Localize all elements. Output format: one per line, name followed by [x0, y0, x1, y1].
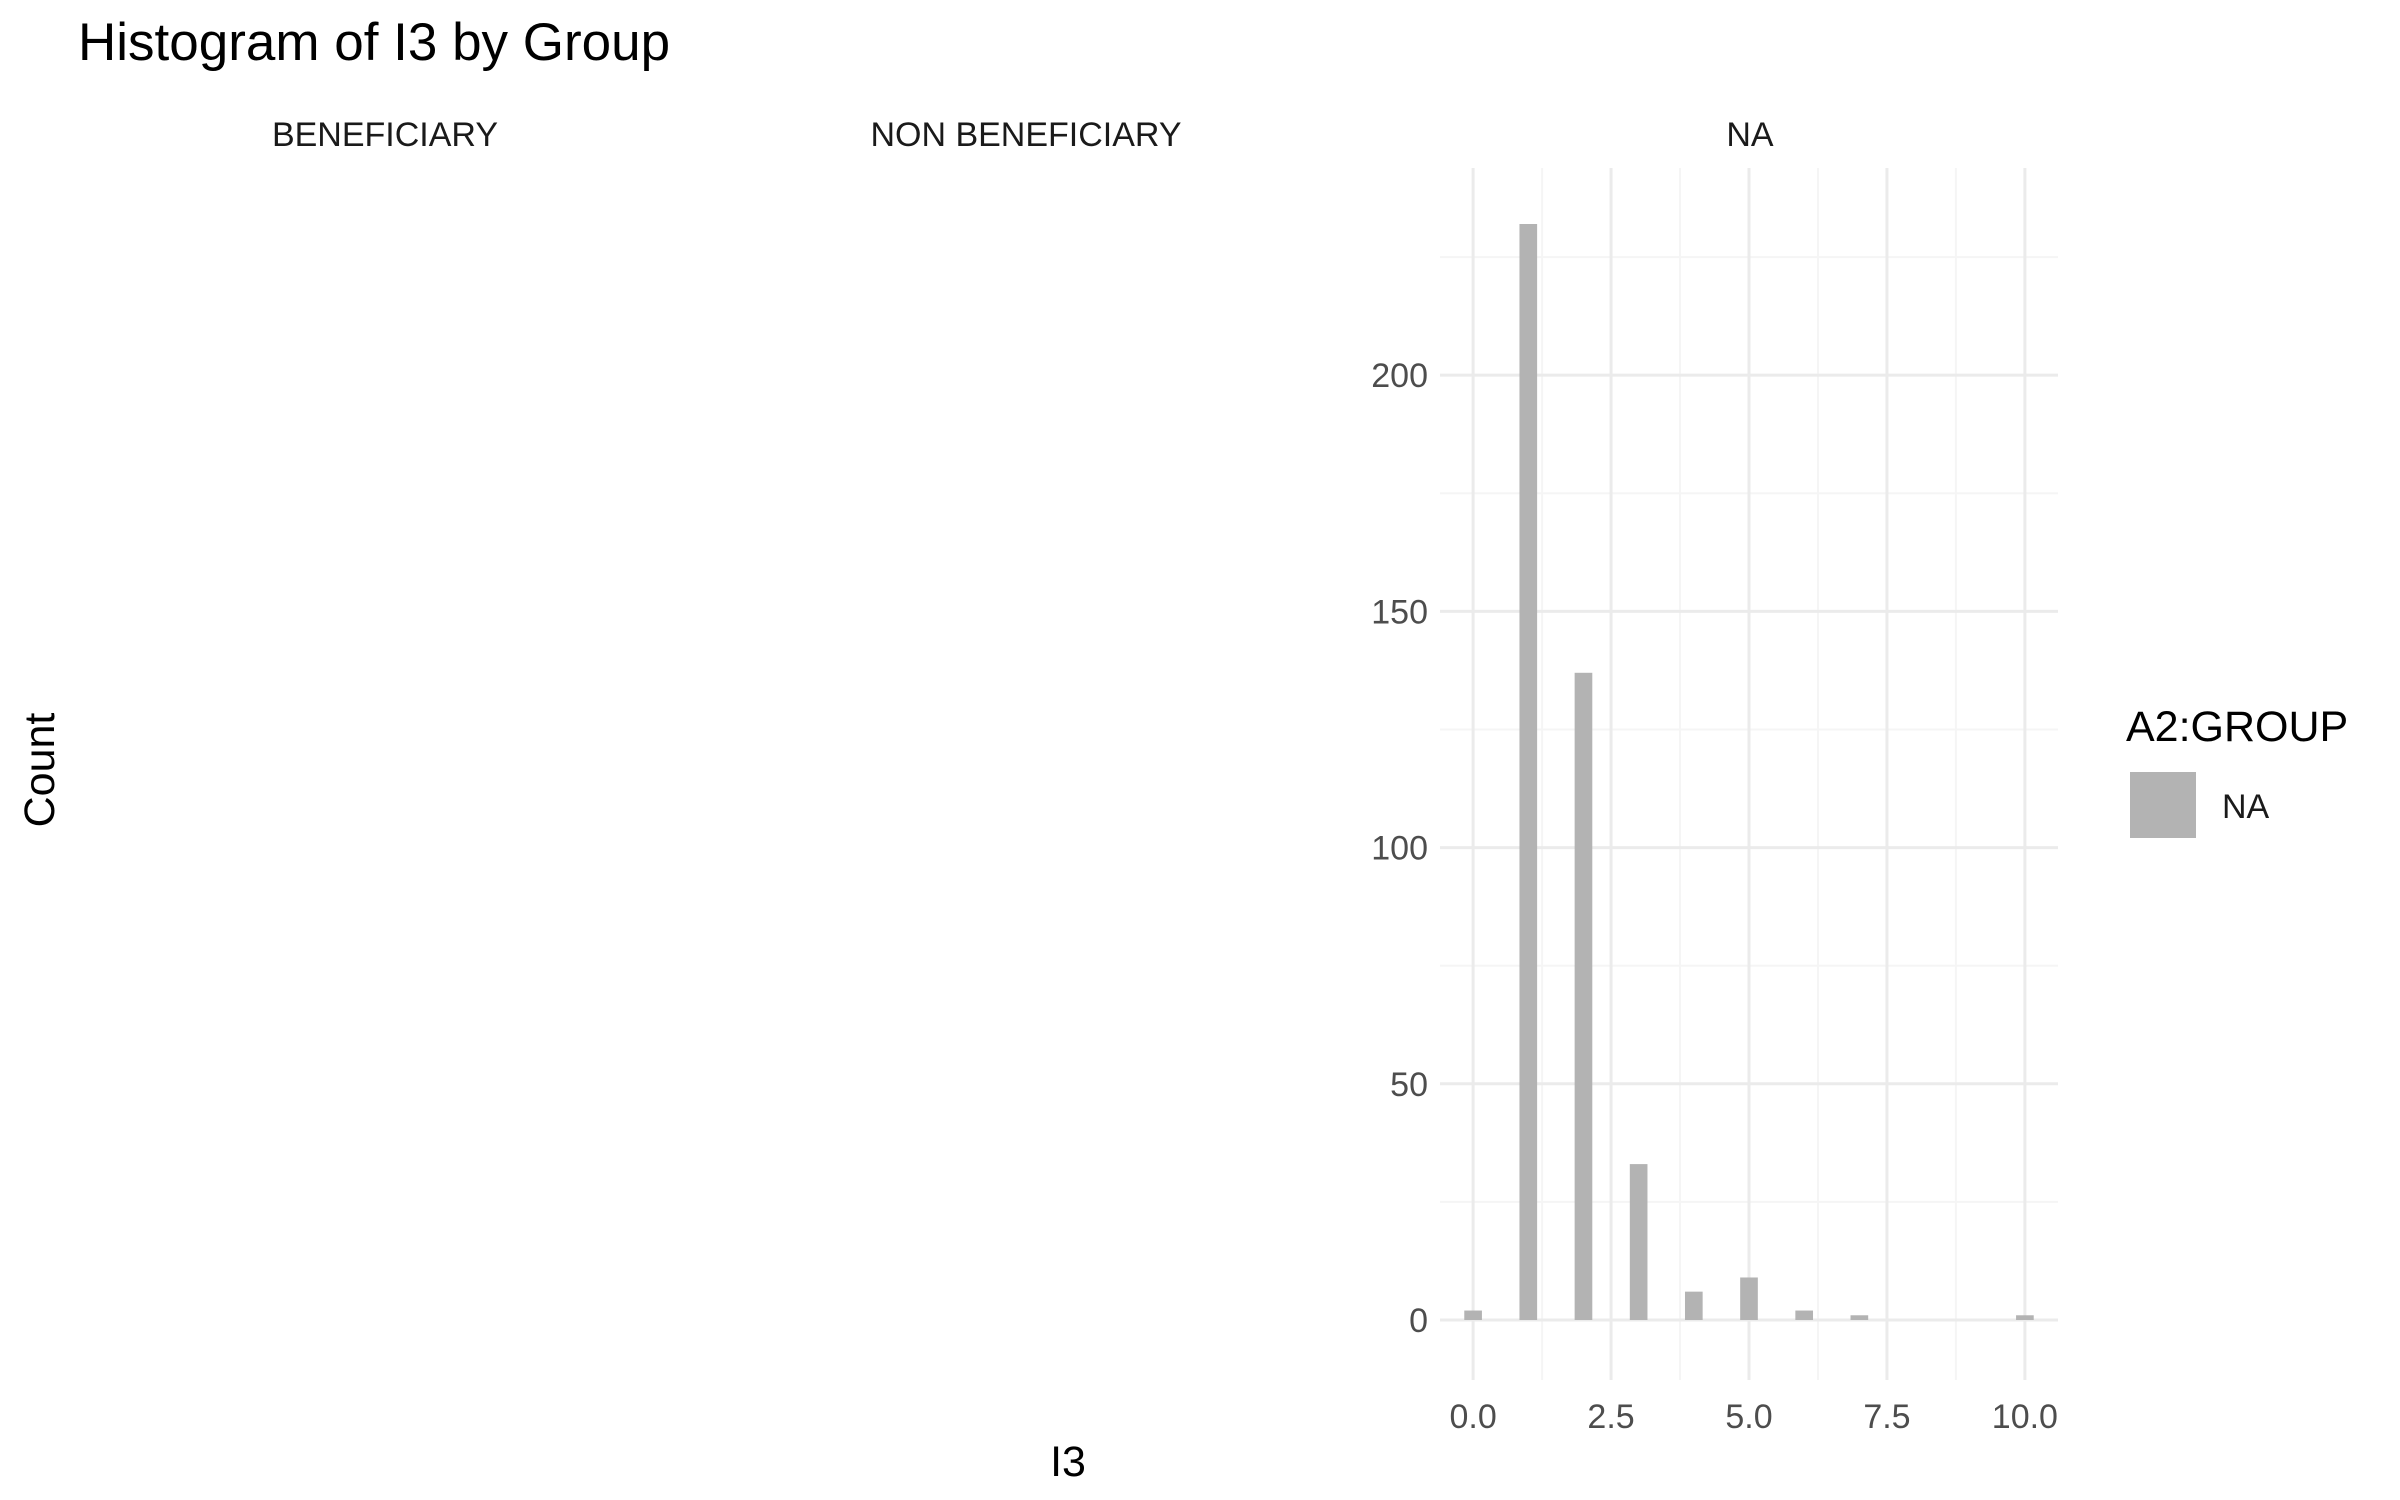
histogram-bar	[1629, 1164, 1648, 1320]
x-axis-title: I3	[1050, 1438, 1086, 1486]
histogram-bar	[1464, 1310, 1482, 1320]
x-tick-label: 0.0	[1449, 1398, 1496, 1436]
facet-strip-non-beneficiary: NON BENEFICIARY	[870, 116, 1181, 154]
legend: A2:GROUP NA	[2126, 703, 2348, 838]
y-axis-title: Count	[16, 713, 64, 828]
grid-lines	[1440, 168, 2058, 1380]
y-tick-label: 100	[1371, 830, 1428, 868]
x-axis-ticks: 0.0 2.5 5.0 7.5 10.0	[1449, 1398, 2058, 1436]
y-tick-label: 200	[1371, 357, 1428, 395]
x-tick-label: 2.5	[1587, 1398, 1634, 1436]
legend-title: A2:GROUP	[2126, 703, 2348, 751]
facet-strip-na: NA	[1726, 116, 1774, 154]
histogram-bar	[1574, 672, 1593, 1320]
histogram-bar	[1795, 1310, 1814, 1320]
histogram-bar	[1684, 1291, 1703, 1320]
histogram-bar	[1740, 1277, 1758, 1320]
y-tick-label: 150	[1371, 593, 1428, 631]
histogram-bar	[1519, 224, 1538, 1320]
legend-label-na: NA	[2222, 788, 2270, 826]
legend-key-na	[2130, 772, 2196, 838]
facet-strip-beneficiary: BENEFICIARY	[272, 116, 498, 154]
x-tick-label: 5.0	[1725, 1398, 1772, 1436]
chart-title: Histogram of I3 by Group	[78, 13, 670, 72]
y-axis-ticks: 0 50 100 150 200	[1371, 357, 1428, 1340]
histogram-bar	[2016, 1315, 2034, 1320]
y-tick-label: 0	[1409, 1302, 1428, 1340]
y-tick-label: 50	[1390, 1066, 1428, 1104]
x-tick-label: 7.5	[1863, 1398, 1910, 1436]
x-tick-label: 10.0	[1992, 1398, 2058, 1436]
histogram-bars	[1464, 224, 2034, 1320]
histogram-bar	[1850, 1315, 1869, 1320]
